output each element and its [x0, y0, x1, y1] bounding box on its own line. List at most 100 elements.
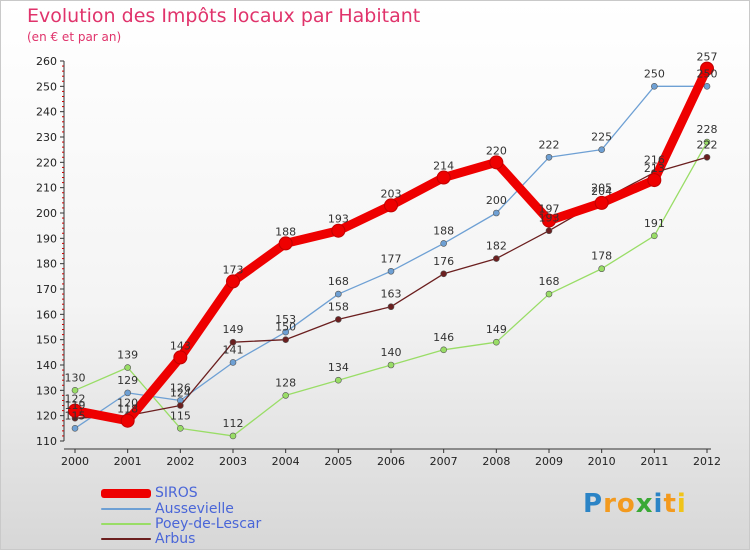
x-tick-label: 2005 [324, 455, 352, 468]
y-tick-label: 170 [36, 283, 57, 296]
y-tick-label: 220 [36, 156, 57, 169]
chart-title: Evolution des Impôts locaux par Habitant [27, 5, 421, 27]
data-label-arbus: 176 [433, 255, 454, 268]
data-point-arbus [440, 270, 447, 278]
data-point-poey-de-lescar [71, 387, 79, 394]
data-point-siros [384, 198, 398, 213]
data-point-poey-de-lescar [282, 392, 289, 399]
legend-swatch-aussevielle [101, 508, 151, 510]
data-label-aussevielle: 129 [117, 374, 138, 387]
data-point-arbus [177, 402, 184, 409]
legend-item-poey-de-lescar: Poey-de-Lescar [101, 516, 261, 532]
logo-letter: i [676, 489, 687, 519]
data-label-arbus: 149 [223, 323, 244, 336]
data-label-poey-de-lescar: 168 [539, 275, 560, 288]
chart-axes: 110 120 130 140 150 160 170 180 190 200 210 220 230 2… [36, 55, 721, 468]
data-point-poey-de-lescar [177, 425, 184, 432]
data-label-poey-de-lescar: 112 [223, 417, 244, 430]
y-tick-label: 180 [36, 258, 57, 271]
data-label-arbus: 193 [539, 212, 560, 225]
data-point-poey-de-lescar [598, 265, 605, 273]
x-tick-label: 2002 [166, 455, 194, 468]
data-label-arbus: 158 [328, 300, 349, 313]
legend-item-arbus: Arbus [101, 531, 195, 547]
data-label-poey-de-lescar: 146 [433, 331, 454, 344]
data-label-aussevielle: 225 [591, 131, 612, 144]
logo-letter: r [603, 489, 617, 519]
y-tick-label: 230 [36, 131, 57, 144]
data-point-aussevielle [229, 359, 237, 366]
y-tick-label: 140 [36, 359, 57, 372]
data-point-aussevielle [282, 328, 289, 336]
data-point-arbus [229, 338, 237, 346]
y-tick-label: 200 [36, 207, 57, 220]
data-label-aussevielle: 168 [328, 275, 349, 288]
legend-label-arbus: Arbus [155, 531, 196, 547]
data-point-siros [700, 61, 714, 76]
x-tick-label: 2001 [114, 455, 142, 468]
logo-letter: o [616, 489, 636, 519]
x-tick-label: 2010 [588, 455, 616, 468]
data-point-aussevielle [703, 83, 711, 90]
data-label-aussevielle: 141 [223, 343, 244, 356]
data-point-aussevielle [651, 83, 658, 90]
data-point-aussevielle [598, 146, 605, 153]
logo-letter: P [583, 489, 604, 519]
data-label-arbus: 163 [381, 288, 402, 301]
data-point-poey-de-lescar [703, 138, 711, 146]
data-point-poey-de-lescar [229, 432, 237, 440]
y-tick-label: 210 [36, 182, 57, 195]
data-label-aussevielle: 153 [275, 313, 296, 326]
y-tick-label: 150 [36, 334, 57, 347]
data-label-arbus: 182 [486, 240, 507, 253]
data-point-aussevielle [493, 209, 500, 217]
chart-series-lines [68, 61, 714, 440]
data-point-arbus [282, 336, 289, 343]
x-tick-label: 2006 [377, 455, 405, 468]
data-label-siros: 118 [117, 403, 138, 416]
data-label-siros: 257 [697, 51, 718, 64]
data-point-siros [226, 274, 240, 289]
x-tick-label: 2011 [640, 455, 668, 468]
data-point-siros [542, 213, 556, 228]
legend-item-siros: SIROS [101, 485, 198, 501]
data-point-poey-de-lescar [545, 290, 553, 298]
x-tick-label: 2007 [430, 455, 458, 468]
data-point-poey-de-lescar [651, 232, 658, 240]
logo-letter: t [663, 489, 677, 519]
data-label-poey-de-lescar: 140 [381, 346, 402, 359]
data-label-poey-de-lescar: 128 [275, 376, 296, 389]
data-label-aussevielle: 188 [433, 224, 454, 237]
data-label-aussevielle: 115 [65, 409, 86, 422]
data-point-siros [278, 236, 293, 251]
legend-swatch-arbus [101, 538, 151, 540]
data-label-poey-de-lescar: 139 [117, 349, 138, 362]
data-label-poey-de-lescar: 130 [65, 371, 86, 384]
data-point-siros [120, 413, 135, 428]
legend-swatch-siros [101, 488, 151, 498]
data-label-aussevielle: 250 [644, 67, 665, 80]
data-point-poey-de-lescar [335, 376, 342, 384]
data-label-siros: 213 [644, 162, 665, 175]
data-label-arbus: 119 [65, 399, 86, 412]
data-point-siros [436, 170, 451, 185]
data-label-siros: 122 [65, 393, 86, 406]
data-label-arbus: 222 [697, 138, 718, 151]
data-label-siros: 220 [486, 144, 507, 157]
data-label-aussevielle: 200 [486, 194, 507, 207]
data-point-siros [489, 155, 504, 170]
x-tick-label: 2000 [61, 455, 89, 468]
data-point-aussevielle [545, 153, 553, 161]
data-point-arbus [545, 227, 553, 235]
data-point-siros [331, 223, 346, 238]
logo-letter: x [635, 489, 654, 519]
data-label-siros: 203 [381, 187, 402, 200]
data-label-poey-de-lescar: 191 [644, 217, 665, 230]
logo-letter: i [653, 489, 664, 519]
proxiti-logo: Proxiti [583, 489, 687, 519]
x-tick-label: 2009 [535, 455, 563, 468]
legend-item-aussevielle: Aussevielle [101, 501, 234, 517]
y-tick-label: 130 [36, 384, 57, 397]
